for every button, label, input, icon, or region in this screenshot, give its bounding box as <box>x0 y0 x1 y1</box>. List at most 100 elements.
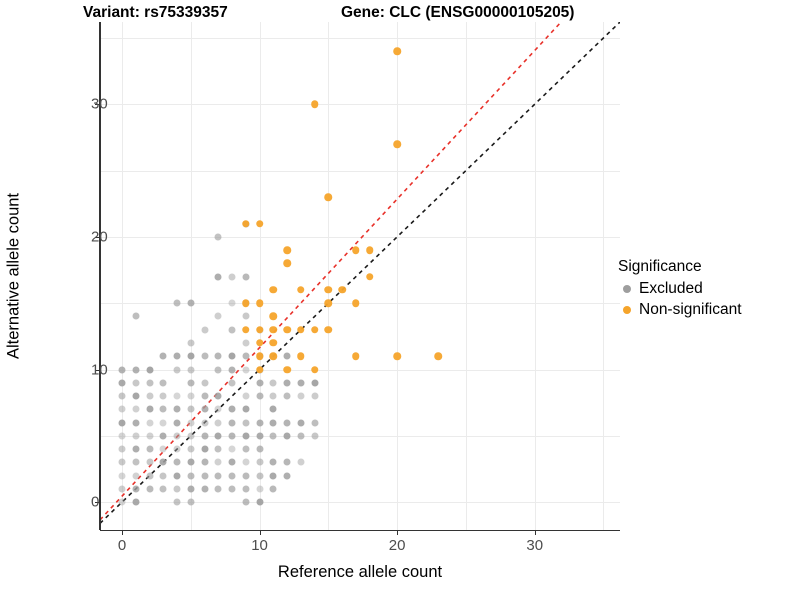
gridline-vertical <box>259 22 261 530</box>
identity-line <box>100 22 620 524</box>
data-point-excluded <box>118 419 126 427</box>
data-point-nonsig <box>324 299 333 307</box>
data-point-nonsig <box>283 259 291 268</box>
data-point-excluded <box>173 419 181 427</box>
data-point-excluded <box>159 352 167 360</box>
data-point-excluded <box>146 392 154 400</box>
data-point-excluded <box>187 352 195 360</box>
gridline-horizontal <box>100 236 620 238</box>
data-point-excluded <box>269 392 277 400</box>
data-point-excluded <box>132 366 140 373</box>
data-point-excluded <box>297 379 305 387</box>
data-point-excluded <box>118 472 126 480</box>
data-point-excluded <box>214 392 222 400</box>
gene-title: Gene: CLC (ENSG00000105205) <box>341 4 575 21</box>
data-point-nonsig <box>310 325 319 334</box>
y-axis-line <box>99 22 101 530</box>
legend-item-nonsignificant[interactable]: Non-significant <box>618 299 798 320</box>
data-point-excluded <box>269 419 277 427</box>
data-point-excluded <box>201 405 209 413</box>
data-point-excluded <box>242 419 250 427</box>
data-point-excluded <box>201 472 209 480</box>
data-point-excluded <box>242 472 250 480</box>
data-point-excluded <box>283 379 291 387</box>
data-point-excluded <box>118 458 126 466</box>
legend-key-excluded-icon <box>618 284 636 293</box>
gridline-vertical <box>397 22 399 530</box>
data-point-excluded <box>118 366 126 373</box>
y-axis-tick <box>95 236 99 238</box>
data-point-excluded <box>311 379 319 387</box>
y-axis-tick <box>95 104 99 106</box>
data-point-excluded <box>201 458 209 466</box>
data-point-excluded <box>146 472 154 480</box>
data-point-excluded <box>214 405 222 413</box>
data-point-nonsig <box>324 286 333 294</box>
data-point-excluded <box>132 405 140 413</box>
legend-item-excluded[interactable]: Excluded <box>618 278 798 299</box>
data-point-excluded <box>242 432 250 440</box>
data-point-excluded <box>242 458 250 466</box>
x-axis-tick-label: 20 <box>388 537 406 554</box>
data-point-excluded <box>256 379 264 387</box>
data-point-excluded <box>228 472 236 480</box>
data-point-excluded <box>132 445 140 453</box>
data-point-excluded <box>311 419 319 427</box>
data-point-excluded <box>159 485 167 493</box>
data-point-excluded <box>228 326 236 334</box>
data-point-nonsig <box>324 193 333 201</box>
data-point-nonsig <box>352 299 360 307</box>
data-point-excluded <box>242 273 250 281</box>
data-point-excluded <box>159 419 167 427</box>
data-point-excluded <box>256 445 264 453</box>
x-axis-line <box>100 530 620 532</box>
data-point-excluded <box>228 379 236 387</box>
data-point-excluded <box>146 366 154 373</box>
data-point-excluded <box>269 485 277 493</box>
data-point-nonsig <box>283 325 291 334</box>
data-point-nonsig <box>242 299 250 307</box>
data-point-excluded <box>242 498 250 506</box>
data-point-excluded <box>214 312 222 320</box>
data-point-excluded <box>173 458 181 466</box>
data-point-excluded <box>201 392 209 400</box>
plot-area <box>100 22 620 530</box>
data-point-excluded <box>214 233 222 241</box>
data-point-nonsig <box>269 352 278 360</box>
data-point-excluded <box>311 392 319 400</box>
y-axis-title: Alternative allele count <box>4 192 23 360</box>
data-point-excluded <box>228 445 236 453</box>
data-point-excluded <box>214 273 222 281</box>
legend-key-nonsignificant-icon <box>618 305 636 314</box>
data-point-excluded <box>173 498 181 506</box>
data-point-excluded <box>159 445 167 453</box>
data-point-excluded <box>132 379 140 387</box>
data-point-excluded <box>228 352 236 360</box>
data-point-excluded <box>159 472 167 480</box>
data-point-excluded <box>228 366 236 373</box>
data-point-excluded <box>297 419 305 427</box>
plot-panel <box>100 22 620 530</box>
data-point-excluded <box>214 352 222 360</box>
y-axis-tick <box>95 369 99 371</box>
x-axis-tick <box>534 531 536 535</box>
data-point-excluded <box>118 485 126 493</box>
data-point-excluded <box>242 366 250 373</box>
data-point-excluded <box>283 392 291 400</box>
data-point-excluded <box>173 392 181 400</box>
data-point-nonsig <box>242 325 250 334</box>
data-point-excluded <box>242 339 250 347</box>
data-point-excluded <box>187 432 195 440</box>
data-point-excluded <box>256 485 264 493</box>
data-point-excluded <box>173 405 181 413</box>
data-point-nonsig <box>365 272 374 281</box>
data-point-nonsig <box>255 339 264 347</box>
data-point-excluded <box>269 458 277 466</box>
data-point-excluded <box>201 326 209 334</box>
data-point-excluded <box>173 445 181 453</box>
data-point-excluded <box>132 485 140 493</box>
data-point-excluded <box>269 472 277 480</box>
data-point-excluded <box>201 432 209 440</box>
data-point-excluded <box>269 379 277 387</box>
data-point-excluded <box>201 485 209 493</box>
